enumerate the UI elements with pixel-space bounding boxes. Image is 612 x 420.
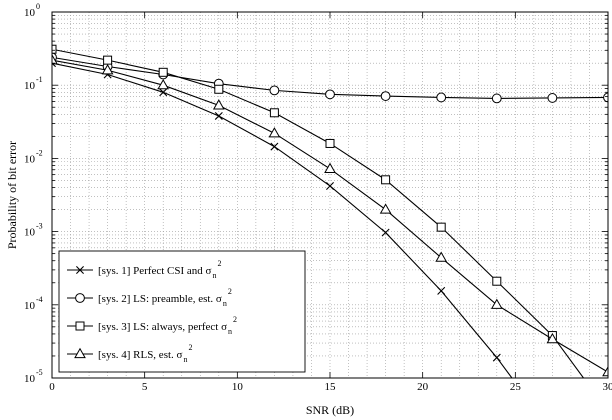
x-marker — [214, 111, 223, 120]
legend-label: [sys. 3] LS: always, perfect σ — [98, 321, 227, 333]
x-marker — [76, 266, 84, 274]
square-marker — [158, 67, 168, 77]
y-tick-base: 10 — [24, 7, 36, 19]
series-line — [52, 62, 513, 378]
x-tick-label: 30 — [603, 381, 612, 393]
x-marker — [437, 286, 446, 295]
triangle-marker — [52, 53, 58, 65]
legend-entry: [sys. 4] RLS, est. σ n2 — [67, 343, 192, 364]
x-marker — [159, 88, 168, 97]
x-axis-label: SNR (dB) — [306, 403, 354, 417]
x-tick-label: 5 — [142, 381, 148, 393]
y-tick-exponent: -2 — [36, 148, 43, 157]
y-tick-label: 10-2 — [24, 148, 43, 165]
y-tick-exponent: 0 — [36, 2, 40, 11]
triangle-marker — [101, 64, 114, 75]
triangle-marker — [324, 162, 336, 173]
x-marker — [270, 142, 279, 151]
legend-entry: [sys. 2] LS: preamble, est. σ n2 — [67, 287, 232, 308]
legend-label-subscript: n — [228, 327, 232, 336]
y-tick-label: 10-5 — [24, 368, 43, 385]
y-tick-exponent: -4 — [36, 295, 43, 304]
y-tick-label: 100 — [24, 2, 40, 19]
legend-label-superscript: 2 — [228, 287, 232, 296]
legend-label-superscript: 2 — [233, 315, 237, 324]
x-tick-label: 15 — [325, 381, 337, 393]
y-tick-label: 10-3 — [24, 222, 43, 239]
x-tick-label: 25 — [510, 381, 522, 393]
legend-label: [sys. 1] Perfect CSI and σ — [98, 265, 212, 277]
legend-label-superscript: 2 — [217, 259, 221, 268]
y-tick-base: 10 — [24, 300, 36, 312]
circle-marker — [436, 92, 447, 103]
legend-label-subscript: n — [212, 271, 216, 280]
square-marker — [75, 321, 85, 331]
legend-box — [58, 250, 306, 373]
x-tick-labels: 0 5 10 15 20 25 30 — [49, 381, 612, 393]
x-marker — [326, 181, 334, 190]
square-marker — [269, 108, 279, 118]
square-marker — [436, 222, 446, 232]
legend-entry: [sys. 3] LS: always, perfect σ n2 — [67, 315, 237, 336]
legend-label: [sys. 2] LS: preamble, est. σ — [98, 293, 222, 305]
x-marker — [381, 228, 390, 237]
triangle-marker — [212, 99, 225, 110]
x-marker — [492, 353, 501, 362]
square-marker — [604, 407, 612, 415]
y-tick-base: 10 — [24, 227, 36, 239]
square-marker — [492, 276, 502, 286]
square-marker — [103, 55, 113, 65]
y-tick-base: 10 — [24, 153, 36, 165]
y-tick-label: 10-1 — [24, 75, 43, 92]
square-marker — [214, 84, 224, 94]
circle-marker — [547, 93, 558, 103]
y-tick-label: 10-4 — [24, 295, 43, 312]
x-tick-label: 0 — [49, 381, 55, 393]
series-4 — [52, 53, 608, 377]
circle-marker — [325, 89, 335, 100]
triangle-marker — [268, 127, 281, 138]
triangle-marker — [602, 365, 608, 377]
square-marker — [325, 138, 335, 148]
legend-label-subscript: n — [183, 355, 187, 364]
legend-label: [sys. 4] RLS, est. σ — [98, 349, 183, 361]
circle-marker — [269, 85, 280, 96]
y-tick-base: 10 — [24, 373, 36, 385]
triangle-marker — [435, 251, 448, 262]
y-tick-exponent: -1 — [36, 75, 43, 84]
triangle-marker — [157, 78, 170, 90]
legend: [sys. 1] Perfect CSI and σ n2[sys. 2] LS:… — [58, 250, 306, 373]
legend-label-subscript: n — [223, 299, 227, 308]
tick-layer — [51, 12, 609, 378]
triangle-marker — [490, 298, 503, 309]
legend-label-superscript: 2 — [188, 343, 192, 352]
y-axis-label: Probability of bit error — [5, 141, 19, 249]
square-marker — [52, 44, 57, 54]
triangle-marker — [74, 347, 86, 359]
triangle-marker — [546, 332, 559, 344]
x-tick-label: 20 — [417, 381, 429, 393]
y-tick-exponent: -3 — [36, 222, 43, 231]
x-tick-label: 10 — [232, 381, 244, 393]
triangle-marker — [379, 203, 392, 214]
circle-marker — [380, 91, 391, 101]
circle-marker — [491, 93, 502, 104]
y-tick-base: 10 — [24, 80, 36, 92]
legend-entry: [sys. 1] Perfect CSI and σ n2 — [67, 259, 221, 280]
series-layer — [52, 44, 612, 415]
square-marker — [381, 175, 391, 185]
circle-marker — [75, 293, 85, 303]
y-tick-exponent: -5 — [36, 368, 43, 377]
